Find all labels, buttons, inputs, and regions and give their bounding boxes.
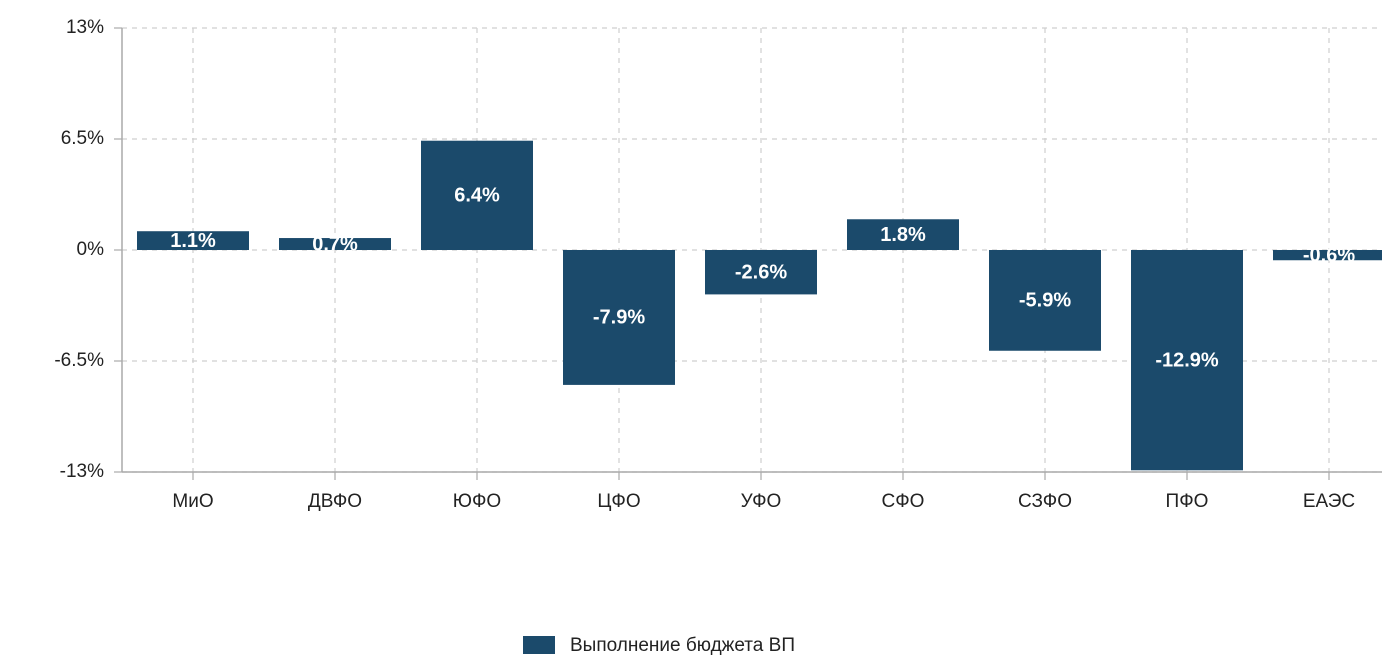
x-tick-label: ДВФО (308, 491, 362, 512)
x-tick-label: ПФО (1166, 491, 1209, 512)
legend-label: Выполнение бюджета ВП (570, 635, 795, 656)
x-tick-label: ЦФО (597, 491, 640, 512)
data-label: -5.9% (1019, 290, 1071, 312)
x-tick-label: УФО (741, 491, 782, 512)
bar (705, 250, 817, 295)
bar (1273, 250, 1382, 261)
bar (421, 140, 533, 250)
data-label: -0.6% (1303, 244, 1355, 266)
data-label: 1.1% (170, 230, 216, 252)
y-tick-label: -6.5% (54, 350, 104, 371)
x-tick-label: МиО (172, 491, 213, 512)
data-label: 1.8% (880, 224, 926, 246)
y-tick-label: -13% (60, 461, 104, 482)
bar (989, 250, 1101, 351)
bar (1131, 250, 1243, 471)
x-tick-label: СФО (882, 491, 925, 512)
legend-swatch (523, 636, 555, 654)
y-tick-label: 6.5% (61, 128, 104, 149)
x-tick-label: СЗФО (1018, 491, 1072, 512)
bar (563, 250, 675, 385)
y-tick-label: 13% (66, 17, 104, 38)
bar (847, 219, 959, 250)
data-label: -7.9% (593, 307, 645, 329)
x-tick-label: ЕАЭС (1303, 491, 1355, 512)
data-label: 6.4% (454, 185, 500, 207)
x-tick-label: ЮФО (453, 491, 501, 512)
y-tick-label: 0% (77, 239, 105, 260)
data-label: -2.6% (735, 261, 787, 283)
data-label: -12.9% (1155, 349, 1219, 371)
bar (279, 238, 391, 250)
bar (137, 231, 249, 250)
data-label: 0.7% (312, 233, 358, 255)
